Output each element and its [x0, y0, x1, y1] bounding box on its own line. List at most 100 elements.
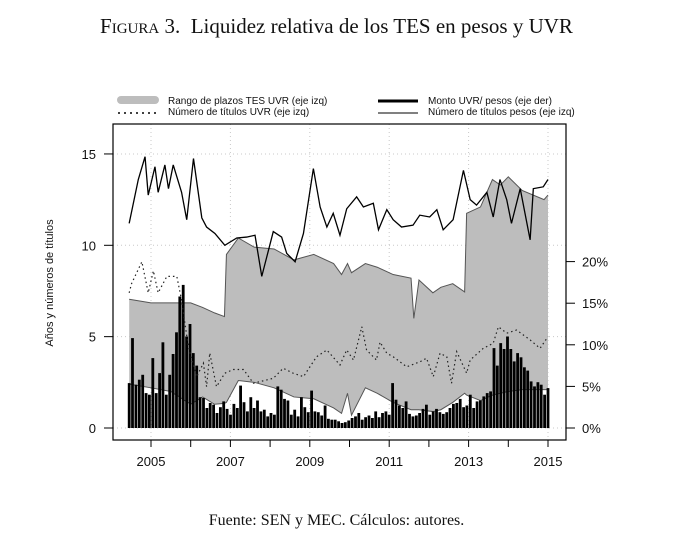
bar-monto: [506, 336, 509, 428]
bar-monto: [181, 284, 185, 428]
bar-monto: [262, 409, 266, 428]
bar-monto: [354, 416, 357, 428]
bar-monto: [127, 383, 131, 428]
bar-monto: [316, 412, 320, 428]
bar-monto: [293, 409, 297, 428]
bar-monto: [286, 400, 290, 428]
bar-monto: [232, 403, 236, 428]
y-tick-label-left: 10: [82, 238, 96, 253]
bar-monto: [489, 391, 492, 428]
bar-monto: [529, 381, 533, 428]
bar-monto: [144, 393, 148, 428]
bar-monto: [364, 417, 367, 428]
bar-monto: [512, 361, 516, 428]
bar-monto: [252, 408, 256, 428]
y-tick-label-right: 10%: [582, 338, 608, 353]
bar-monto: [289, 414, 293, 428]
bar-monto: [154, 393, 158, 428]
bar-monto: [384, 411, 388, 428]
bar-monto: [441, 413, 445, 428]
bar-monto: [428, 414, 432, 428]
bar-monto: [313, 411, 317, 428]
x-tick-label: 2005: [137, 454, 166, 469]
bar-monto: [526, 370, 530, 428]
bar-monto: [269, 413, 273, 428]
bar-monto: [374, 411, 378, 428]
bar-monto: [357, 413, 361, 428]
figure-caption: Fuente: SEN y MEC. Cálculos: autores.: [208, 512, 465, 529]
bar-monto: [408, 413, 411, 428]
bar-monto: [283, 398, 286, 428]
band-upper-edge: [129, 176, 549, 319]
bar-monto: [360, 419, 364, 428]
bar-monto: [168, 374, 172, 428]
bar-monto: [499, 343, 503, 428]
bar-monto: [421, 408, 425, 428]
bar-monto: [161, 342, 165, 428]
bar-monto: [327, 418, 330, 428]
bar-monto: [509, 349, 513, 428]
bar-monto: [195, 365, 199, 428]
bar-monto: [533, 386, 536, 428]
bar-monto: [340, 423, 344, 428]
bar-monto: [303, 407, 307, 428]
bar-monto: [229, 414, 232, 428]
bar-monto: [350, 418, 354, 428]
bar-monto: [367, 415, 371, 428]
bar-monto: [445, 412, 449, 428]
bar-monto: [300, 397, 303, 428]
bar-monto: [492, 348, 496, 428]
legend-swatch-band: [117, 96, 159, 104]
bar-monto: [131, 338, 134, 428]
bar-monto: [414, 415, 418, 428]
lines-layer: [128, 156, 549, 389]
bar-monto: [256, 400, 259, 428]
bar-monto: [225, 408, 229, 428]
bar-monto: [438, 412, 442, 428]
bar-monto: [164, 394, 168, 428]
bar-monto: [479, 400, 482, 428]
bar-monto: [435, 408, 438, 428]
bar-monto: [212, 404, 215, 428]
bar-monto: [475, 401, 479, 428]
bar-monto: [387, 414, 391, 428]
line-titulos-pesos: [128, 156, 549, 277]
bar-monto: [465, 405, 469, 428]
bar-monto: [401, 408, 405, 428]
legend-label-pesos-titles: Número de títulos pesos (eje izq): [428, 107, 575, 118]
bar-monto: [452, 403, 455, 428]
figure-label: Figura 3.: [100, 14, 181, 38]
bar-monto: [431, 411, 435, 428]
x-tick-label: 2015: [534, 454, 563, 469]
bar-monto: [516, 353, 519, 428]
bar-monto: [279, 389, 283, 428]
legend-label-uvr-titles: Número de títulos UVR (eje izq): [168, 107, 309, 118]
bar-monto: [219, 407, 222, 428]
bar-monto: [371, 418, 374, 428]
bar-monto: [310, 390, 313, 428]
bar-monto: [404, 401, 408, 428]
y-tick-label-left: 15: [82, 147, 96, 162]
bar-monto: [222, 401, 226, 428]
bar-monto: [185, 336, 188, 428]
bar-monto: [523, 367, 526, 428]
bar-monto: [536, 382, 540, 428]
bar-monto: [296, 416, 300, 428]
y-tick-label-right: 0%: [582, 421, 601, 436]
legend-label-band: Rango de plazos TES UVR (eje izq): [168, 96, 327, 107]
bar-monto: [273, 414, 276, 428]
figure-title: Figura 3. Liquidez relativa de los TES e…: [0, 14, 673, 39]
bar-monto: [411, 416, 415, 428]
bar-monto: [455, 403, 459, 428]
axes: 0 5 10 15 0% 5% 10% 15% 20% 2005 2007 2009 2011 2013 2…: [82, 147, 609, 469]
bar-monto: [495, 365, 499, 428]
bar-monto: [391, 383, 394, 428]
bar-monto: [502, 349, 506, 428]
bar-monto: [239, 385, 242, 428]
bar-monto: [242, 402, 246, 428]
bar-monto: [276, 386, 280, 428]
plot-frame: [112, 123, 567, 441]
bar-monto: [137, 379, 141, 428]
bar-monto: [178, 296, 182, 428]
